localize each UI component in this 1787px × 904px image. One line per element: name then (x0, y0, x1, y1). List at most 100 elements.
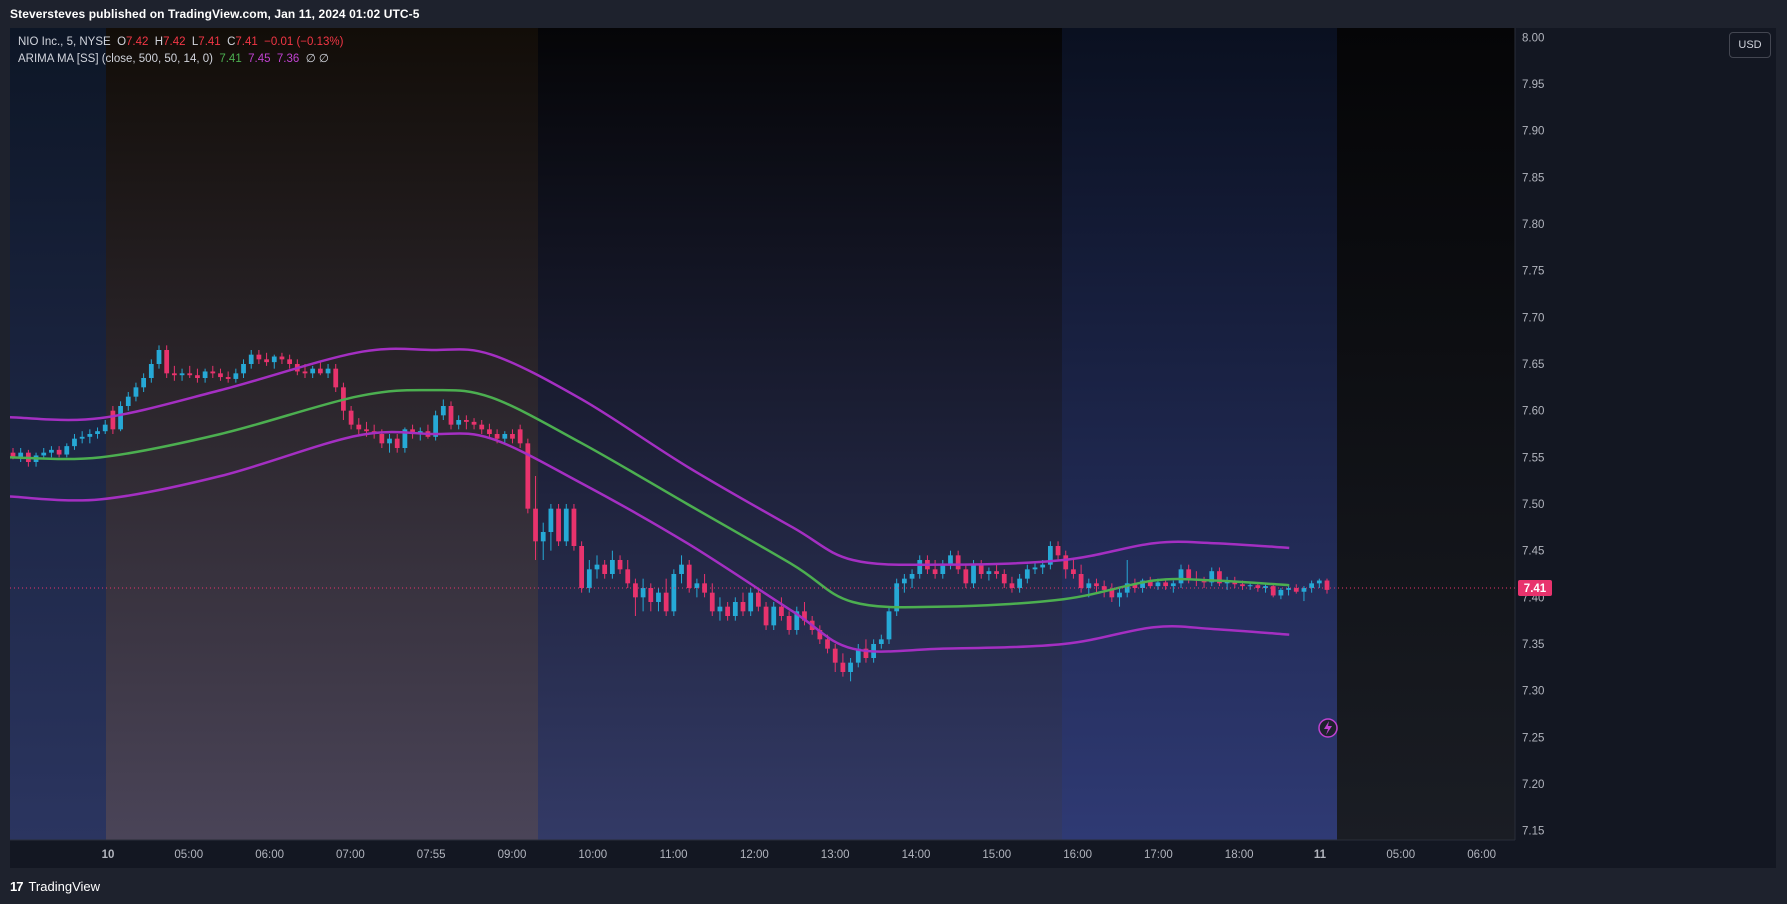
candle (241, 359, 246, 378)
candle (1009, 576, 1015, 593)
candle (694, 578, 700, 598)
tradingview-logo-icon[interactable]: 17 TradingView (10, 879, 100, 894)
currency-button[interactable]: USD (1729, 32, 1771, 58)
candle (1063, 550, 1069, 579)
candle (909, 569, 915, 588)
price-axis-bg (1515, 28, 1776, 840)
candle (517, 424, 523, 448)
legend-ind-extra: ∅ ∅ (305, 53, 329, 65)
candle (1217, 567, 1222, 587)
x-tick-label: 07:00 (336, 849, 365, 861)
x-tick-label: 11 (1314, 849, 1327, 861)
candle (548, 504, 554, 551)
candle (963, 564, 969, 588)
chart-area[interactable]: 8.00 7.95 7.90 7.85 7.80 7.75 7.70 7.65 7.60 7.55… (10, 28, 1776, 868)
candle (725, 602, 731, 621)
candle (102, 420, 108, 434)
candle (79, 431, 85, 444)
candle (1071, 560, 1076, 579)
candle (986, 567, 992, 581)
candle (287, 354, 293, 369)
x-tick-label: 18:00 (1225, 849, 1254, 861)
candle (848, 658, 853, 682)
candle (202, 368, 208, 383)
chart-legend: NIO Inc., 5, NYSE O7.42 H7.42 L7.41 C7.4… (18, 34, 343, 68)
candle (1117, 588, 1122, 607)
candle (609, 550, 615, 579)
legend-c-label: C (227, 36, 236, 48)
x-tick-label: 06:00 (1467, 849, 1496, 861)
candle (732, 597, 738, 621)
candle (72, 434, 77, 450)
candle (794, 606, 800, 635)
legend-ind-v1: 7.41 (219, 53, 242, 65)
candle (1132, 578, 1138, 593)
candle (156, 345, 162, 369)
candle (817, 625, 823, 644)
candle (225, 371, 231, 383)
y-tick-label: 8.00 (1522, 32, 1544, 44)
legend-indicator[interactable]: ARIMA MA [SS] (close, 500, 50, 14, 0) (18, 53, 213, 65)
legend-l-label: L (191, 36, 199, 48)
candle (1001, 569, 1007, 588)
candle (210, 365, 216, 378)
candle (748, 588, 754, 616)
candle (586, 560, 592, 593)
candle (1278, 588, 1284, 600)
legend-symbol[interactable]: NIO Inc., 5, NYSE (18, 36, 111, 48)
candle (1078, 564, 1084, 593)
candle (1124, 560, 1130, 598)
candle (1316, 578, 1322, 588)
candle (1101, 580, 1107, 598)
candle (87, 429, 93, 444)
candle (110, 406, 116, 434)
candle (525, 438, 531, 514)
candle (1263, 583, 1268, 593)
candle (709, 583, 715, 616)
candle (940, 560, 946, 579)
lightning-icon[interactable] (1318, 718, 1338, 738)
candle (602, 560, 608, 579)
legend-c-value: 7.41 (235, 36, 258, 48)
price-axis[interactable]: 8.00 7.95 7.90 7.85 7.80 7.75 7.70 7.65 7.60 7.55… (1522, 32, 1544, 837)
x-tick-label: 10 (102, 849, 115, 861)
x-tick-label: 11:00 (660, 849, 688, 861)
candle (64, 443, 70, 458)
candle (1109, 583, 1115, 602)
candle (440, 399, 446, 420)
candle (932, 560, 938, 579)
y-tick-label: 7.15 (1522, 826, 1544, 838)
candle (118, 401, 123, 432)
chart-svg[interactable]: 8.00 7.95 7.90 7.85 7.80 7.75 7.70 7.65 7.60 7.55… (10, 28, 1776, 868)
candle (333, 364, 339, 392)
x-tick-label: 17:00 (1144, 849, 1173, 861)
time-axis-bg (10, 840, 1776, 868)
legend-ind-v3: 7.36 (276, 53, 300, 65)
candle (886, 606, 892, 644)
candle (594, 555, 600, 579)
candle (195, 368, 200, 383)
candle (271, 354, 277, 369)
y-tick-label: 7.90 (1522, 126, 1544, 138)
candle (502, 431, 508, 444)
candle (917, 555, 923, 579)
candle (786, 611, 792, 635)
candle (878, 634, 884, 649)
candle (1201, 576, 1207, 588)
ma-upper-band (10, 347, 1290, 567)
candle (1147, 576, 1153, 588)
y-tick-label: 7.80 (1522, 219, 1544, 231)
candle (955, 550, 961, 574)
candle (640, 578, 646, 612)
session-bg-future (1337, 28, 1515, 840)
candle (663, 578, 669, 616)
candle (1140, 578, 1145, 593)
time-axis[interactable]: 10 05:00 06:00 07:00 07:55 09:00 10:00 11:00 12:… (102, 849, 1496, 861)
candle (740, 592, 746, 616)
candle (1055, 541, 1061, 560)
candle (1024, 564, 1030, 584)
candle (1286, 586, 1291, 596)
candle (656, 588, 661, 612)
candle (487, 423, 492, 439)
candle (901, 574, 907, 593)
